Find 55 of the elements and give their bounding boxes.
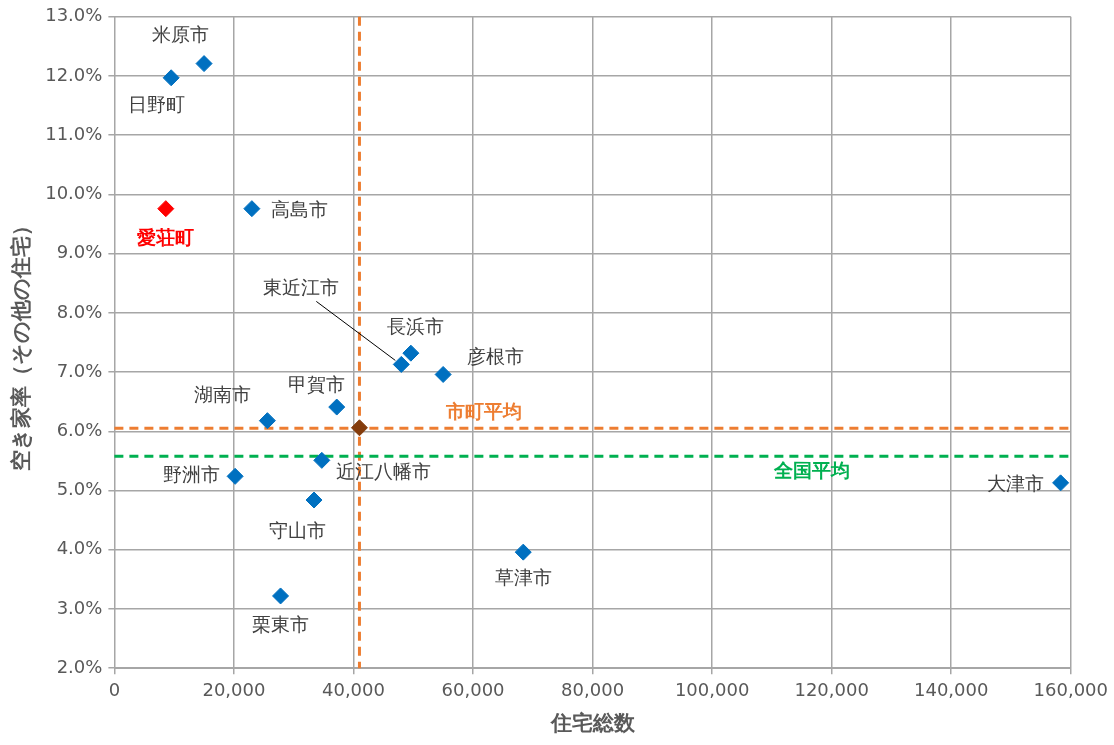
- y-tick-label: 8.0%: [56, 300, 103, 322]
- point: [313, 451, 331, 469]
- point: [243, 200, 261, 218]
- y-tick-label: 7.0%: [56, 359, 103, 381]
- y-tick-label: 6.0%: [56, 419, 103, 440]
- y-tick-label: 3.0%: [56, 596, 103, 618]
- x-tick-label: 40,000: [321, 678, 385, 700]
- annotation: 彦根市: [467, 345, 525, 368]
- point: [226, 467, 244, 485]
- point: [258, 412, 276, 430]
- y-axis-title: 空き家率（その他の住宅）: [9, 214, 34, 471]
- series-label: 愛荘町: [137, 225, 195, 248]
- point: [195, 55, 213, 73]
- x-tick-label: 60,000: [441, 678, 505, 700]
- point: [434, 365, 452, 383]
- y-tick-label: 2.0%: [56, 655, 103, 677]
- point: [1052, 474, 1070, 492]
- y-tick-label: 4.0%: [56, 537, 103, 559]
- annotation: 草津市: [494, 566, 552, 589]
- ref-line-label: 全国平均: [773, 458, 851, 481]
- x-tick-label: 20,000: [202, 678, 266, 700]
- y-tick-label: 5.0%: [56, 478, 103, 500]
- x-tick-label: 140,000: [914, 678, 989, 700]
- x-tick-label: 160,000: [1033, 678, 1108, 700]
- annotation: 日野町: [127, 92, 185, 115]
- x-tick-label: 120,000: [794, 678, 869, 700]
- annotation: 甲賀市: [288, 372, 346, 395]
- y-tick-label: 9.0%: [56, 241, 103, 263]
- x-axis-title: 住宅総数: [549, 710, 636, 735]
- annotation: 米原市: [151, 22, 209, 45]
- annotation: 長浜市: [387, 315, 445, 338]
- y-tick-label: 10.0%: [45, 182, 103, 204]
- ref-line-label: 市町平均: [444, 399, 522, 422]
- x-tick-label: 80,000: [561, 678, 625, 700]
- point: [402, 344, 420, 362]
- point: [328, 398, 346, 416]
- x-tick-label: 100,000: [674, 678, 750, 700]
- annotation: 野洲市: [163, 463, 221, 486]
- annotation: 大津市: [986, 471, 1044, 494]
- annotation: 栗東市: [252, 612, 310, 635]
- y-tick-label: 13.0%: [45, 4, 103, 26]
- point: [272, 587, 290, 605]
- y-tick-label: 12.0%: [45, 63, 103, 85]
- annotation: 東近江市: [263, 276, 340, 299]
- point: [392, 355, 410, 373]
- annotation: 湖南市: [193, 382, 251, 405]
- annotation: 高島市: [270, 197, 328, 220]
- point: [514, 543, 532, 561]
- x-tick-label: 0: [108, 678, 121, 700]
- point: [350, 419, 368, 437]
- annotation: 守山市: [268, 518, 326, 541]
- point: [162, 69, 180, 87]
- y-tick-label: 11.0%: [45, 122, 103, 144]
- point: [305, 491, 323, 509]
- point: [157, 200, 175, 218]
